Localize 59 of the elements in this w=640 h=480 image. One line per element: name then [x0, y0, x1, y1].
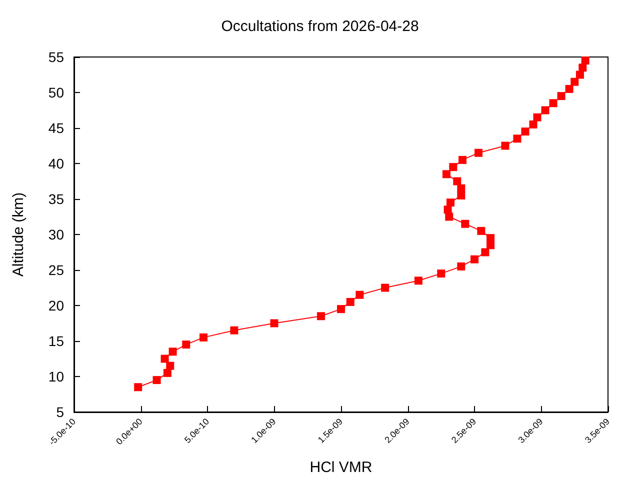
point: [457, 184, 466, 192]
point: [501, 142, 510, 150]
point: [461, 220, 470, 228]
y-tick-label: 5: [56, 404, 64, 420]
point: [470, 255, 478, 264]
point: [230, 326, 238, 334]
point: [533, 113, 542, 122]
point: [549, 99, 558, 108]
point: [581, 56, 590, 65]
point: [437, 270, 446, 278]
point: [414, 276, 422, 285]
point: [316, 312, 325, 320]
point: [270, 319, 278, 328]
point: [444, 206, 452, 214]
point: [160, 354, 169, 363]
point: [199, 333, 208, 342]
y-axis-title: Altitude (km): [10, 192, 27, 277]
y-tick-label: 35: [48, 191, 64, 207]
y-tick-label: 20: [48, 298, 64, 314]
y-tick-label: 40: [48, 156, 64, 172]
y-tick-label: 25: [48, 262, 64, 278]
point: [481, 248, 490, 256]
point: [576, 70, 584, 79]
point: [521, 128, 530, 136]
point: [182, 340, 190, 349]
point: [541, 106, 550, 114]
point: [486, 234, 495, 242]
y-tick-label: 10: [48, 368, 64, 384]
point: [453, 177, 462, 186]
point: [449, 163, 458, 172]
point: [356, 290, 364, 299]
point: [168, 348, 177, 356]
point: [163, 368, 172, 377]
point: [474, 148, 483, 157]
y-tick-label: 50: [48, 84, 64, 100]
point: [578, 64, 587, 72]
y-tick-label: 55: [48, 49, 64, 65]
point: [477, 226, 486, 235]
point: [134, 383, 142, 392]
point: [557, 92, 566, 100]
point: [529, 120, 538, 128]
point: [152, 376, 161, 384]
y-tick-label: 15: [48, 333, 64, 349]
x-axis-title: HCl VMR: [310, 459, 372, 476]
point: [445, 212, 454, 221]
point: [346, 298, 354, 306]
point: [570, 78, 579, 86]
y-tick-label: 45: [48, 120, 64, 136]
y-tick-label: 30: [48, 226, 64, 242]
point: [565, 84, 574, 93]
chart-title: Occultations from 2026-04-28: [221, 18, 419, 35]
point: [458, 156, 466, 164]
point: [446, 198, 454, 207]
point: [337, 305, 345, 314]
point: [381, 284, 390, 292]
point: [457, 262, 466, 270]
point: [166, 362, 174, 370]
point: [513, 134, 522, 143]
point: [442, 170, 450, 178]
